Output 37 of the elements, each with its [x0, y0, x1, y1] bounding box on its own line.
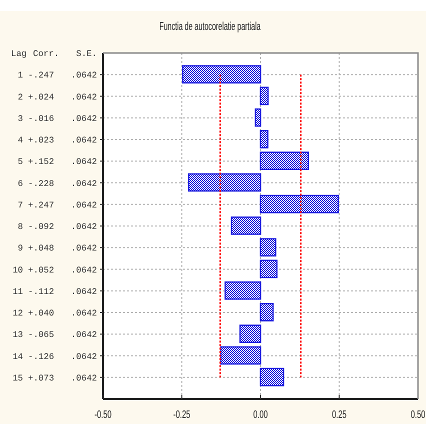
bar	[260, 238, 276, 256]
category-label: 7 +.247 .0642	[18, 200, 97, 210]
bar	[239, 324, 262, 343]
bar	[260, 260, 278, 278]
category-label: 5 +.152 .0642	[18, 157, 97, 168]
bar	[260, 130, 268, 148]
x-tick-label: -0.50	[94, 407, 112, 420]
category-label: 11 -.112 .0642	[12, 286, 97, 297]
category-label: 3 -.016 .0642	[18, 114, 97, 124]
x-tick-label: -0.25	[173, 407, 190, 420]
category-label: 2 +.024 .0642	[18, 92, 97, 102]
bar	[182, 65, 262, 84]
chart-title: Functia de autocorelatie partiala	[159, 20, 262, 34]
bar	[260, 86, 269, 106]
bar	[260, 152, 310, 170]
bar	[230, 216, 262, 235]
x-tick-label: 0.00	[253, 407, 268, 420]
bar	[260, 194, 339, 214]
category-label: 9 +.048 .0642	[18, 244, 97, 254]
x-tick-label: 0.25	[332, 407, 347, 420]
category-label: 10 +.052 .0642	[12, 265, 97, 276]
bar	[260, 303, 274, 322]
bar	[188, 173, 262, 192]
x-tick-label: 0.50	[410, 407, 426, 420]
bar	[254, 108, 262, 127]
category-label: 14 -.126 .0642	[12, 352, 97, 362]
category-label: 4 +.023 .0642	[18, 136, 97, 146]
bar	[260, 368, 284, 386]
category-label: 8 -.092 .0642	[18, 222, 97, 232]
category-label: 13 -.065 .0642	[12, 330, 97, 340]
category-label: 15 +.073 .0642	[12, 373, 97, 384]
category-label: 12 +.040 .0642	[12, 308, 97, 319]
category-label: 6 -.228 .0642	[18, 178, 97, 189]
text: Lag Corr. S.E.	[11, 49, 97, 59]
bar	[220, 346, 262, 365]
category-label: 1 -.247 .0642	[18, 70, 97, 81]
bar	[224, 281, 262, 300]
